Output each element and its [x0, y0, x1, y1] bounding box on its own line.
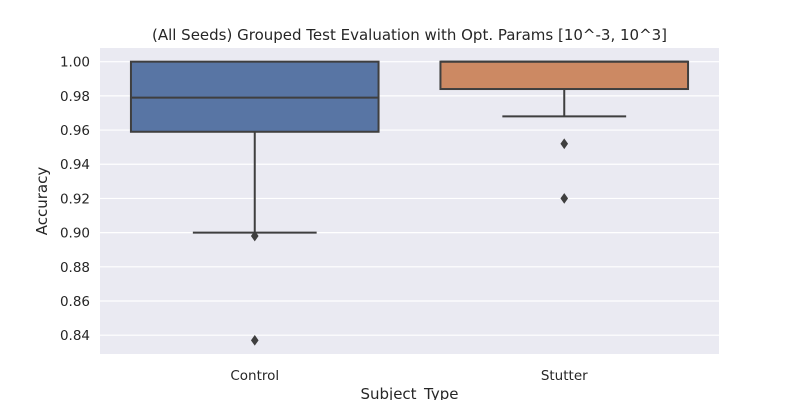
y-tick-label: 0.86 [60, 294, 90, 310]
outlier-point [560, 138, 569, 150]
y-tick-label: 1.00 [60, 55, 90, 71]
x-tick-label: Control [230, 368, 279, 384]
y-tick-label: 0.98 [60, 89, 90, 105]
chart-title: (All Seeds) Grouped Test Evaluation with… [152, 26, 667, 44]
y-tick-labels: 0.84 0.86 0.88 0.90 0.92 0.94 0.96 0.98 1.00 [60, 55, 90, 345]
x-axis-title: Subject_Type [360, 385, 458, 400]
y-tick-label: 0.92 [60, 191, 90, 207]
boxes [129, 60, 690, 346]
y-tick-label: 0.96 [60, 123, 90, 139]
y-tick-label: 0.90 [60, 226, 90, 242]
x-tick-labels: Control Stutter [230, 368, 588, 384]
y-axis-title: Accuracy [33, 167, 51, 236]
outlier-point [250, 230, 259, 242]
box-iqr [439, 60, 690, 91]
box-group-stutter [439, 60, 690, 204]
y-tick-label: 0.94 [60, 157, 90, 173]
x-tick-label: Stutter [541, 368, 588, 384]
y-tick-label: 0.84 [60, 328, 90, 344]
box-group-control [129, 60, 380, 346]
outlier-point [250, 334, 259, 346]
y-tick-label: 0.88 [60, 260, 90, 276]
outlier-point [560, 193, 569, 204]
